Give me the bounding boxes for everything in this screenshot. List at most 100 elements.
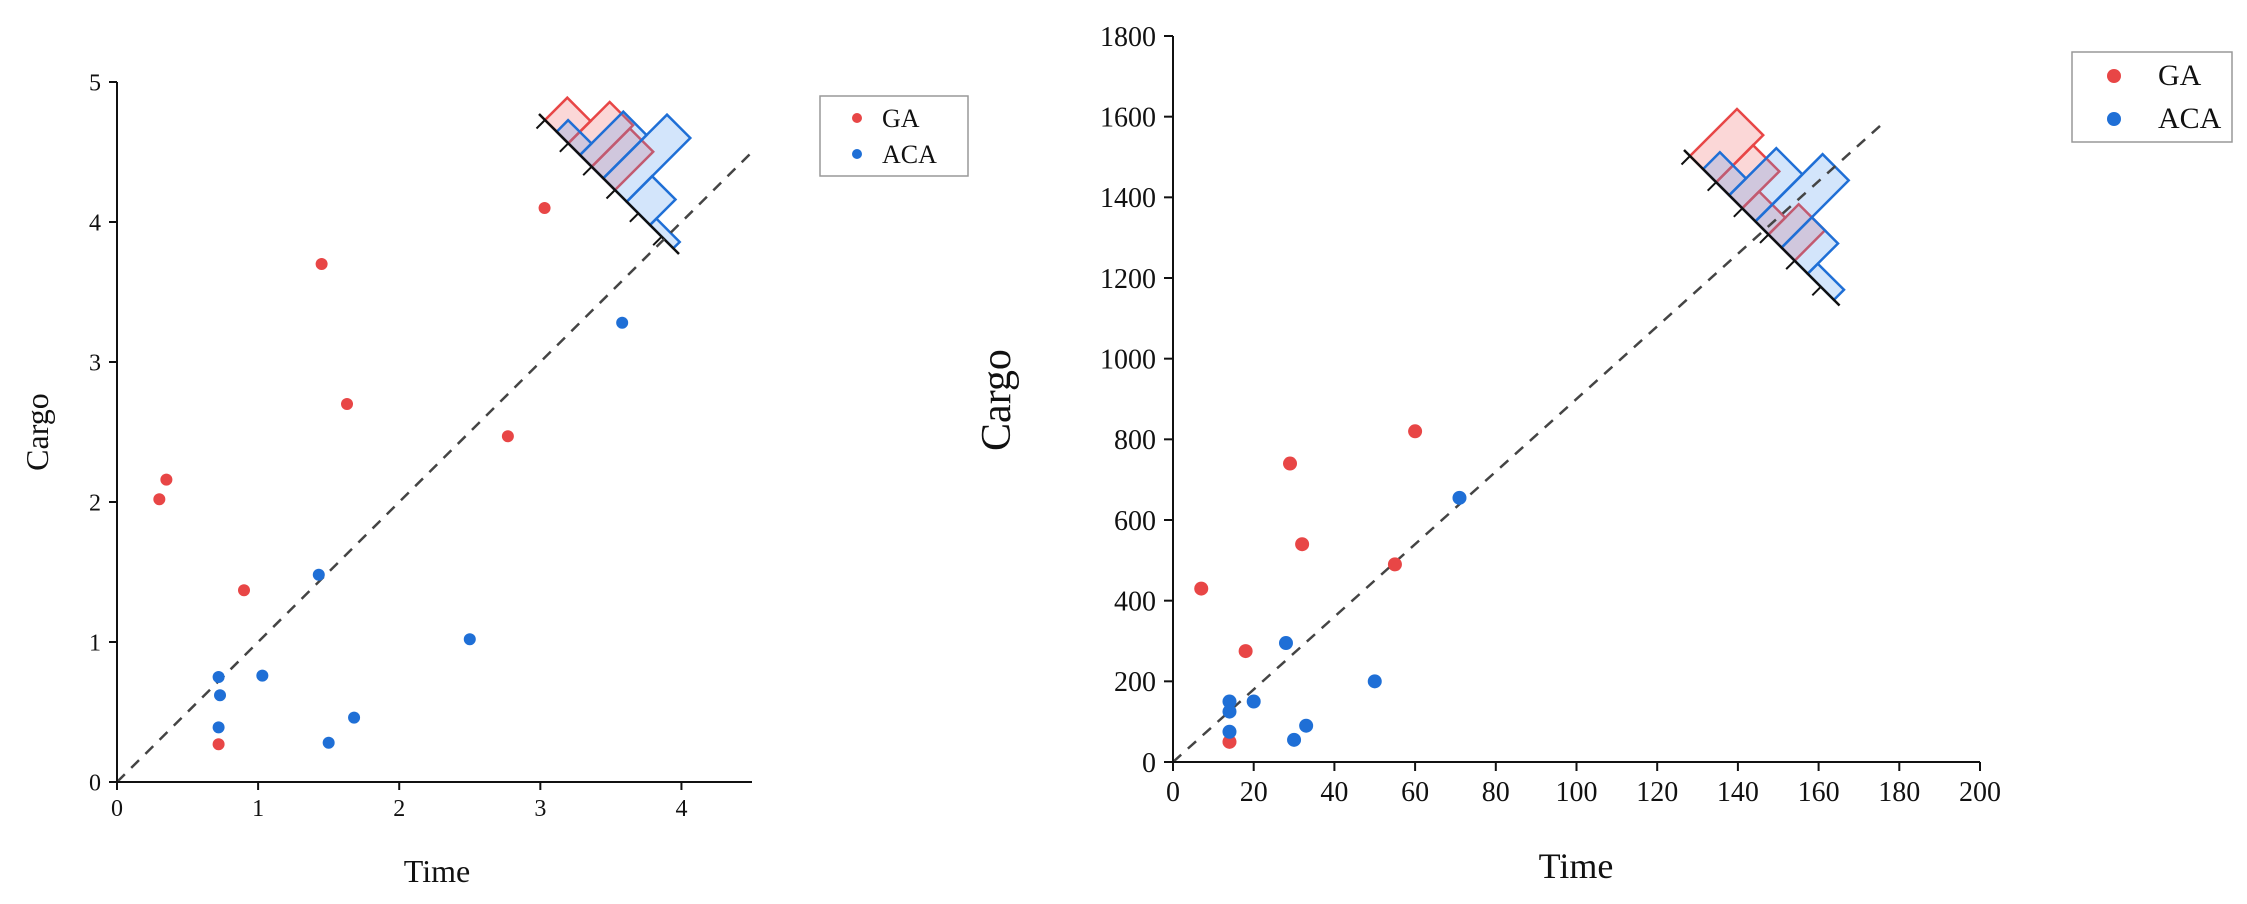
x-tick-label: 80	[1482, 777, 1510, 808]
histogram-tick	[629, 212, 640, 223]
data-point-ga	[1295, 537, 1310, 552]
legend-marker-aca-left	[852, 149, 862, 159]
data-point-ga	[1194, 581, 1209, 596]
histogram-tick	[1759, 233, 1770, 244]
legend-label-aca-right: ACA	[2158, 102, 2222, 135]
x-tick-label: 120	[1636, 777, 1678, 808]
data-point-aca	[214, 689, 227, 702]
data-point-aca	[1452, 490, 1467, 505]
data-point-aca	[212, 721, 225, 734]
marginal-histograms-left	[535, 95, 693, 255]
data-point-ga	[1283, 456, 1298, 471]
y-ticks-right: 0 200 400 600 800 1000 1200 1400 1600 1800	[1100, 22, 1173, 779]
legend-marker-ga-left	[852, 113, 862, 123]
y-tick-label: 5	[89, 70, 101, 96]
legend-marker-aca-right	[2107, 112, 2121, 126]
data-point-aca	[616, 316, 629, 329]
y-tick-label: 1400	[1100, 183, 1156, 214]
legend-right: GA ACA	[2071, 51, 2233, 143]
x-tick-label: 60	[1401, 777, 1429, 808]
y-tick-label: 2	[89, 490, 101, 516]
legend-box-left	[819, 95, 969, 177]
points-left	[153, 202, 629, 751]
y-tick-label: 800	[1114, 425, 1156, 456]
y-tick-label: 200	[1114, 667, 1156, 698]
data-point-aca	[1299, 718, 1314, 733]
data-point-ga	[341, 398, 354, 410]
reference-line-left	[116, 151, 753, 783]
x-tick-label: 2	[393, 796, 405, 822]
histogram-tick	[1811, 286, 1822, 297]
reference-line-right	[1172, 122, 1884, 763]
y-tick-label: 1200	[1100, 264, 1156, 295]
y-axis-label-left: Cargo	[19, 393, 55, 471]
y-ticks-left: 0 1 2 3 4 5	[89, 70, 117, 796]
histogram-tick	[559, 142, 570, 153]
marginal-histograms-right	[1680, 107, 1851, 307]
data-point-aca	[322, 736, 335, 749]
y-tick-label: 0	[89, 770, 101, 796]
x-tick-label: 0	[1166, 777, 1180, 808]
x-tick-label: 0	[111, 796, 123, 822]
x-tick-label: 20	[1240, 777, 1268, 808]
x-tick-label: 4	[675, 796, 687, 822]
x-axis-label-right: Time	[1539, 846, 1614, 886]
data-point-ga	[153, 493, 166, 506]
data-point-ga	[212, 738, 225, 751]
y-tick-label: 1	[89, 630, 101, 656]
y-tick-label: 3	[89, 350, 101, 376]
legend-box-right	[2071, 51, 2233, 143]
data-point-aca	[348, 711, 361, 724]
data-point-aca	[1367, 674, 1382, 689]
y-tick-label: 1000	[1100, 344, 1156, 375]
data-point-ga	[1222, 734, 1237, 749]
legend-marker-ga-right	[2107, 69, 2121, 83]
histogram-baseline	[538, 113, 680, 255]
histogram-tick	[652, 235, 663, 246]
x-tick-label: 180	[1878, 777, 1920, 808]
y-tick-label: 1800	[1100, 22, 1156, 53]
y-tick-label: 4	[89, 210, 101, 236]
data-point-ga	[501, 430, 514, 443]
x-axis-label-left: Time	[404, 853, 470, 889]
histogram-tick	[535, 119, 546, 130]
data-point-aca	[463, 633, 476, 646]
data-point-aca	[256, 669, 269, 682]
data-point-aca	[1222, 704, 1237, 719]
legend-left: GA ACA	[819, 95, 969, 177]
histogram-tick	[1680, 155, 1691, 166]
x-tick-label: 200	[1959, 777, 2001, 808]
y-axis-label-right: Cargo	[974, 349, 1020, 451]
data-point-ga	[160, 473, 173, 486]
legend-label-aca-left: ACA	[882, 140, 937, 169]
histogram-tick	[1733, 207, 1744, 218]
x-ticks-left: 0 1 2 3 4	[111, 782, 687, 822]
x-tick-label: 160	[1798, 777, 1840, 808]
histogram-tick	[582, 165, 593, 176]
data-point-aca	[1246, 694, 1261, 709]
data-point-ga	[1238, 644, 1253, 659]
y-tick-label: 0	[1142, 748, 1156, 779]
data-point-ga	[1408, 424, 1423, 439]
legend-label-ga-left: GA	[882, 104, 920, 133]
data-point-ga	[1387, 557, 1402, 572]
legend-label-ga-right: GA	[2158, 59, 2202, 92]
histogram-tick	[605, 189, 616, 200]
data-point-ga	[538, 202, 551, 214]
data-point-aca	[1222, 724, 1237, 739]
chart-left: 0 1 2 3 4 0 1 2 3 4 5 Time Cargo GA ACA	[19, 70, 969, 889]
y-tick-label: 1600	[1100, 102, 1156, 133]
data-point-aca	[1278, 636, 1293, 651]
x-ticks-right: 0 20 40 60 80 100 120 140 160 180 200	[1166, 762, 2001, 808]
x-tick-label: 100	[1556, 777, 1598, 808]
chart-right: 0 20 40 60 80 100 120 140 160 180 200 0 200 400 600 80…	[974, 22, 2233, 886]
points-right	[1194, 424, 1467, 749]
data-point-ga	[315, 258, 328, 270]
y-tick-label: 600	[1114, 506, 1156, 537]
x-tick-label: 1	[252, 796, 264, 822]
x-tick-label: 40	[1320, 777, 1348, 808]
histogram-tick	[1706, 181, 1717, 192]
x-tick-label: 140	[1717, 777, 1759, 808]
histogram-baseline	[1683, 149, 1841, 307]
